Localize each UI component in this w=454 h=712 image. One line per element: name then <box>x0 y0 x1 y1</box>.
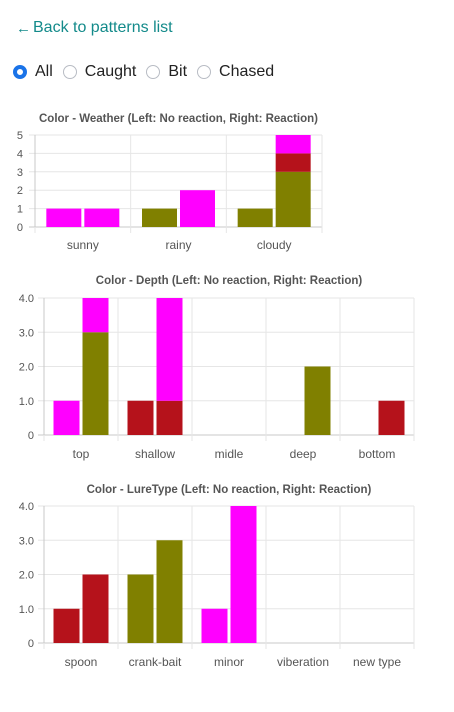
bar-segment <box>82 332 109 435</box>
filter-radio-all[interactable]: All <box>13 63 53 81</box>
radio-circle[interactable] <box>62 65 77 79</box>
chart-svg: Color - LureType (Left: No reaction, Rig… <box>19 484 415 669</box>
x-tick-label: deep <box>290 447 317 461</box>
y-tick-label: 0 <box>28 638 34 650</box>
bar-segment <box>275 135 311 154</box>
filter-label-bit: Bit <box>168 63 188 80</box>
bar-segment <box>127 400 154 435</box>
bar-segment <box>156 400 183 435</box>
y-tick-label: 2.0 <box>19 570 34 582</box>
y-tick-label: 4.0 <box>19 501 34 513</box>
x-tick-label: bottom <box>359 447 396 461</box>
x-tick-label: new type <box>353 655 401 669</box>
chart-title: Color - LureType (Left: No reaction, Rig… <box>87 484 372 496</box>
left-arrow-icon: ← <box>16 19 31 37</box>
bar-segment <box>46 208 82 227</box>
bar-segment <box>84 208 120 227</box>
reaction-filter: All Caught Bit Chased <box>13 63 284 81</box>
bar-segment <box>127 574 154 643</box>
depth-chart: Color - Depth (Left: No reaction, Right:… <box>0 270 454 466</box>
bar-segment <box>304 366 331 435</box>
filter-radio-caught[interactable]: Caught <box>62 63 137 81</box>
y-tick-label: 4.0 <box>19 293 34 305</box>
bar-segment <box>53 608 80 643</box>
y-tick-label: 1.0 <box>19 604 34 616</box>
filter-label-all: All <box>35 63 53 80</box>
y-tick-label: 0 <box>17 222 23 234</box>
chart-title: Color - Weather (Left: No reaction, Righ… <box>39 113 318 125</box>
y-tick-label: 1.0 <box>19 396 34 408</box>
x-tick-label: viberation <box>277 655 329 669</box>
radio-circle[interactable] <box>146 65 161 79</box>
x-tick-label: minor <box>214 655 244 669</box>
bar-segment <box>82 298 109 333</box>
x-tick-label: shallow <box>135 447 175 461</box>
y-tick-label: 3.0 <box>19 535 34 547</box>
back-link-label: Back to patterns list <box>33 19 173 36</box>
filter-radio-bit[interactable]: Bit <box>146 63 187 81</box>
bar-segment <box>82 574 109 643</box>
bar-segment <box>275 153 311 172</box>
chart-svg: Color - Weather (Left: No reaction, Righ… <box>17 113 323 252</box>
x-tick-label: sunny <box>67 238 99 252</box>
filter-label-chased: Chased <box>219 63 275 80</box>
y-tick-label: 0 <box>28 430 34 442</box>
bar-segment <box>53 400 80 435</box>
bar-segment <box>156 540 183 643</box>
y-tick-label: 3 <box>17 167 23 179</box>
bar-segment <box>201 608 228 643</box>
y-tick-label: 2.0 <box>19 362 34 374</box>
bar-segment <box>180 190 215 227</box>
weather-chart: Color - Weather (Left: No reaction, Righ… <box>0 106 454 258</box>
bar-segment <box>378 400 405 435</box>
bar-segment <box>230 506 257 643</box>
y-tick-label: 2 <box>17 185 23 197</box>
x-tick-label: rainy <box>165 238 191 252</box>
bar-segment <box>156 298 183 401</box>
y-tick-label: 3.0 <box>19 327 34 339</box>
y-tick-label: 5 <box>17 130 23 142</box>
radio-circle[interactable] <box>13 65 27 79</box>
x-tick-label: spoon <box>65 655 98 669</box>
filter-radio-chased[interactable]: Chased <box>197 63 274 81</box>
y-tick-label: 1 <box>17 204 23 216</box>
x-tick-label: crank-bait <box>129 655 182 669</box>
back-to-patterns-link[interactable]: ← Back to patterns list <box>16 19 173 37</box>
bar-segment <box>275 171 311 227</box>
x-tick-label: midle <box>215 447 244 461</box>
y-tick-label: 4 <box>17 148 23 160</box>
bar-segment <box>237 208 273 227</box>
radio-circle[interactable] <box>197 65 212 79</box>
chart-title: Color - Depth (Left: No reaction, Right:… <box>96 275 363 287</box>
chart-svg: Color - Depth (Left: No reaction, Right:… <box>19 275 415 461</box>
x-tick-label: top <box>73 447 90 461</box>
luretype-chart: Color - LureType (Left: No reaction, Rig… <box>0 478 454 674</box>
bar-segment <box>142 208 177 227</box>
x-tick-label: cloudy <box>257 238 292 252</box>
filter-label-caught: Caught <box>84 63 137 80</box>
